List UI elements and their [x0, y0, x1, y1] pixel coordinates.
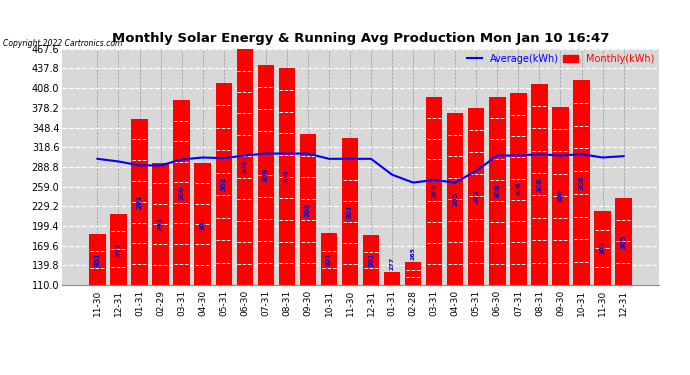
Text: 300: 300 [179, 185, 185, 200]
Text: 309: 309 [284, 170, 290, 184]
Bar [447, 113, 464, 285]
Bar [489, 97, 506, 285]
Legend: Average(kWh), Monthly(kWh): Average(kWh), Monthly(kWh) [463, 50, 658, 68]
Text: 305: 305 [620, 234, 627, 249]
Text: 306: 306 [241, 160, 248, 174]
Bar [573, 80, 590, 285]
Text: 265: 265 [452, 192, 458, 206]
Bar [615, 198, 632, 285]
Text: 308: 308 [536, 177, 542, 192]
Bar [257, 65, 274, 285]
Text: 283: 283 [473, 189, 480, 204]
Text: 291: 291 [157, 217, 164, 231]
Text: 309: 309 [263, 168, 269, 182]
Text: 303: 303 [600, 241, 606, 255]
Bar [279, 68, 295, 285]
Bar [110, 214, 127, 285]
Bar [363, 235, 380, 285]
Text: 277: 277 [390, 256, 395, 270]
Text: 303: 303 [199, 217, 206, 231]
Bar [152, 163, 169, 285]
Text: 309: 309 [305, 202, 311, 217]
Text: 301: 301 [326, 252, 332, 267]
Bar [510, 93, 526, 285]
Bar [384, 272, 400, 285]
Text: 291: 291 [137, 195, 143, 209]
Text: 308: 308 [578, 175, 584, 190]
Title: Monthly Solar Energy & Running Avg Production Mon Jan 10 16:47: Monthly Solar Energy & Running Avg Produ… [112, 32, 609, 45]
Bar [173, 100, 190, 285]
Bar [89, 234, 106, 285]
Text: 306: 306 [494, 184, 500, 198]
Bar [594, 211, 611, 285]
Text: 269: 269 [431, 184, 437, 198]
Bar [195, 163, 211, 285]
Text: 265: 265 [411, 247, 415, 260]
Text: 306: 306 [515, 182, 522, 196]
Bar [237, 49, 253, 285]
Bar [342, 138, 358, 285]
Text: Copyright 2022 Cartronics.com: Copyright 2022 Cartronics.com [3, 39, 123, 48]
Bar [468, 108, 484, 285]
Bar [552, 106, 569, 285]
Text: 306: 306 [558, 189, 564, 203]
Bar [426, 97, 442, 285]
Bar [321, 234, 337, 285]
Bar [405, 262, 422, 285]
Text: 301: 301 [95, 252, 101, 267]
Text: 297: 297 [115, 242, 121, 256]
Text: 301: 301 [347, 204, 353, 219]
Bar [299, 134, 316, 285]
Text: 302: 302 [221, 177, 227, 191]
Bar [531, 84, 548, 285]
Bar [215, 83, 232, 285]
Text: 301: 301 [368, 253, 374, 267]
Bar [131, 118, 148, 285]
